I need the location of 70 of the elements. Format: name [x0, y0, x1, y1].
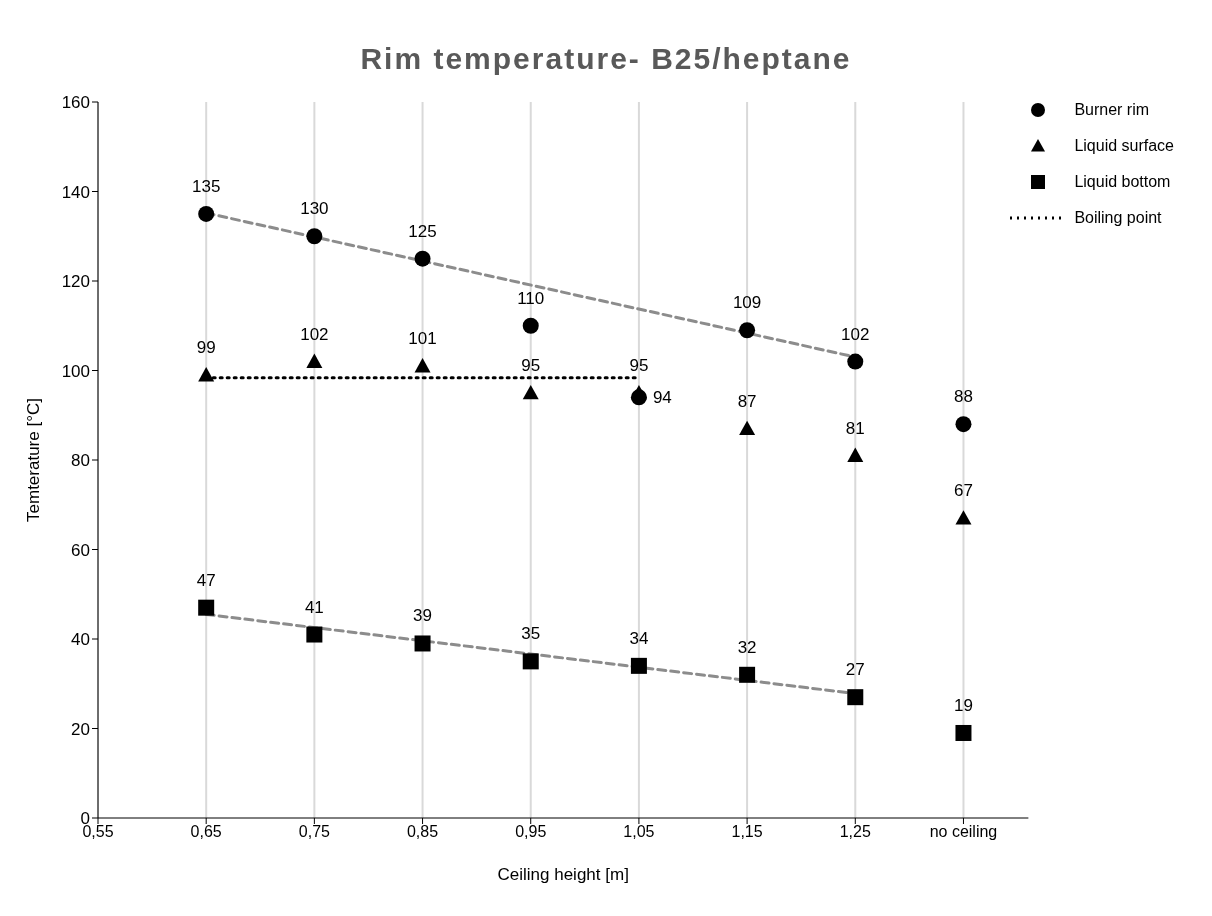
- y-tick-label: 60: [71, 540, 90, 560]
- x-tick-label: 0,65: [190, 823, 222, 841]
- data-label: 125: [408, 221, 437, 241]
- data-label: 27: [845, 660, 865, 680]
- point: [306, 353, 323, 368]
- data-label: 135: [192, 176, 221, 196]
- data-label: 39: [413, 606, 433, 626]
- y-axis-title: Temterature [°C]: [24, 398, 44, 522]
- point: [522, 653, 539, 670]
- data-label: 87: [737, 391, 757, 411]
- data-label: 95: [629, 355, 649, 375]
- point: [955, 510, 972, 525]
- x-tick-label: no ceiling: [929, 823, 998, 841]
- chart-title: Rim temperature- B25/heptane: [359, 41, 853, 77]
- data-label: 102: [841, 324, 870, 344]
- legend-label: Burner rim: [1074, 101, 1150, 119]
- point: [630, 384, 647, 400]
- y-tick-label: 20: [71, 719, 90, 739]
- point: [847, 353, 864, 370]
- point: [522, 317, 539, 334]
- data-label: 95: [521, 355, 541, 375]
- point: [522, 384, 539, 400]
- data-label: 35: [521, 624, 541, 644]
- point: [306, 228, 323, 245]
- x-tick-label: 0,75: [298, 823, 331, 841]
- point: [414, 358, 431, 373]
- data-label: 19: [954, 695, 973, 715]
- x-tick-label: 1,05: [623, 823, 655, 841]
- data-label: 47: [196, 570, 216, 590]
- data-label: 102: [300, 324, 329, 344]
- data-label: 32: [737, 637, 757, 657]
- x-tick-label: 0,95: [515, 823, 547, 841]
- data-label: 41: [304, 597, 324, 617]
- point: [739, 322, 756, 339]
- point: [414, 635, 431, 652]
- data-label: 34: [629, 628, 649, 648]
- y-tick-label: 120: [61, 272, 90, 292]
- data-label: 88: [954, 387, 973, 407]
- point: [198, 599, 215, 616]
- data-label: 110: [517, 288, 545, 308]
- point: [847, 689, 864, 706]
- x-tick-label: 0,85: [406, 823, 439, 841]
- data-label: 130: [300, 199, 329, 219]
- y-tick-label: 80: [71, 451, 90, 471]
- data-label: 67: [954, 481, 973, 501]
- y-tick-label: 100: [61, 361, 90, 381]
- point: [198, 366, 215, 382]
- data-label: 109: [732, 293, 762, 313]
- point: [955, 416, 972, 433]
- point: [414, 250, 431, 267]
- data-label: 99: [196, 337, 216, 357]
- x-tick-label: 1,15: [731, 823, 763, 841]
- data-label: 101: [408, 329, 437, 349]
- point: [739, 666, 756, 683]
- point: [739, 420, 756, 436]
- x-tick-label: 1,25: [839, 823, 871, 841]
- y-tick-label: 160: [61, 93, 90, 113]
- data-label: 81: [845, 418, 865, 438]
- x-axis-title: Ceiling height [m]: [497, 865, 629, 884]
- legend-label: Liquid bottom: [1074, 173, 1171, 191]
- point: [306, 626, 323, 643]
- y-tick-label: 40: [71, 630, 90, 650]
- point: [955, 724, 972, 741]
- legend-label: Liquid surface: [1074, 137, 1174, 155]
- point: [198, 205, 215, 222]
- y-tick-label: 140: [61, 182, 90, 202]
- legend-label: Boiling point: [1074, 209, 1162, 227]
- point: [630, 657, 647, 674]
- data-label: 94: [652, 388, 672, 408]
- point: [847, 447, 864, 462]
